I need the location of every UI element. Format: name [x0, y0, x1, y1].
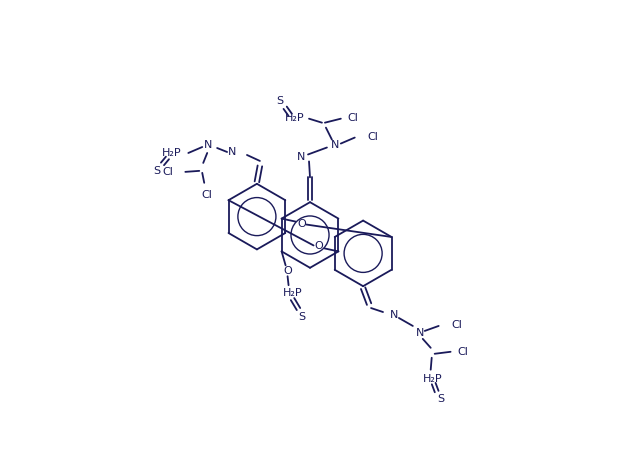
Text: H₂P: H₂P: [283, 288, 303, 298]
Text: N: N: [390, 310, 398, 320]
Text: N: N: [297, 152, 305, 163]
Text: Cl: Cl: [367, 131, 378, 142]
Text: Cl: Cl: [457, 347, 468, 357]
Text: Cl: Cl: [451, 320, 462, 330]
Text: S: S: [153, 166, 160, 176]
Text: Cl: Cl: [202, 190, 213, 200]
Text: O: O: [314, 241, 323, 252]
Text: S: S: [298, 312, 305, 322]
Text: O: O: [283, 266, 292, 276]
Text: H₂P: H₂P: [162, 148, 181, 158]
Text: N: N: [416, 328, 424, 338]
Text: Cl: Cl: [348, 113, 358, 123]
Text: N: N: [228, 147, 236, 157]
Text: N: N: [331, 139, 339, 150]
Text: N: N: [204, 140, 212, 150]
Text: H₂P: H₂P: [423, 374, 442, 384]
Text: H₂P: H₂P: [285, 113, 305, 123]
Text: S: S: [437, 393, 444, 404]
Text: S: S: [276, 96, 284, 106]
Text: Cl: Cl: [162, 167, 173, 177]
Text: O: O: [297, 219, 306, 228]
